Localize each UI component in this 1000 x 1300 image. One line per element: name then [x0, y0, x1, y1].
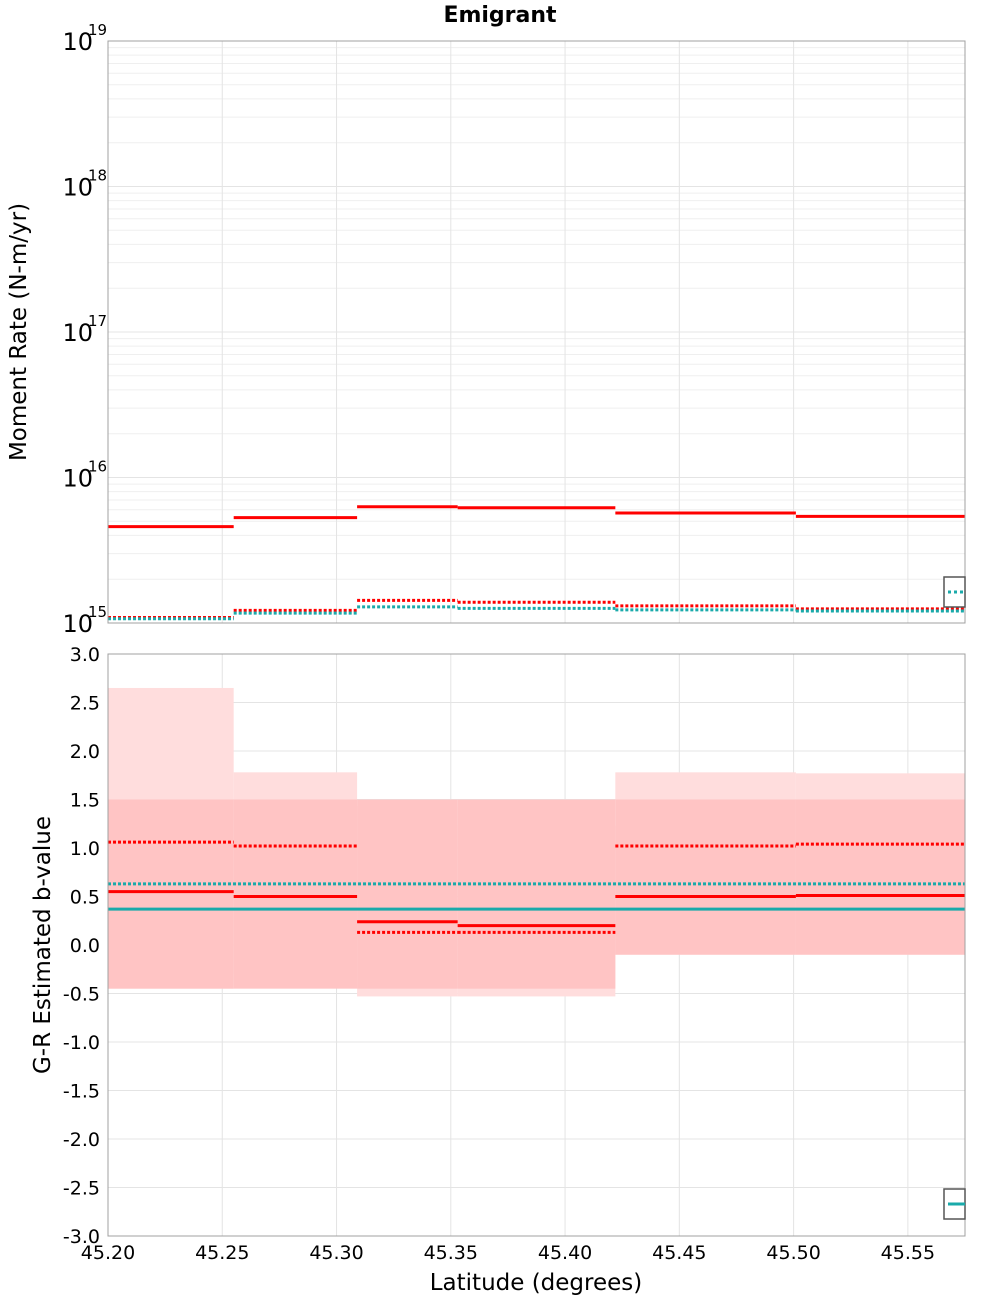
b-value-y-tick-label: 3.0	[70, 644, 100, 666]
b-value-y-tick-label: 2.5	[70, 693, 100, 715]
b-value-y-tick-label: 1.0	[70, 838, 100, 860]
moment-rate-y-tick-exponent: 19	[88, 21, 107, 39]
b-value-inner-band	[615, 800, 796, 955]
latitude-x-tick-label: 45.20	[81, 1242, 135, 1264]
b-value-y-ticks: 3.0 2.5 2.0 1.5 1.0 0.5 0.0 -0.5 -1.0 -1.5 -2.0 -2.…	[63, 644, 100, 1248]
b-value-inner-band	[234, 800, 357, 989]
latitude-x-tick-label: 45.50	[766, 1242, 820, 1264]
moment-rate-y-tick-exponent: 15	[88, 603, 107, 621]
latitude-x-tick-label: 45.30	[309, 1242, 363, 1264]
chart-title: Emigrant	[443, 3, 557, 28]
moment-rate-y-axis-label: Moment Rate (N-m/yr)	[6, 203, 32, 461]
b-value-y-tick-label: 0.0	[70, 935, 100, 957]
b-value-inner-band	[458, 800, 616, 989]
figure: Emigrant 10151016101710181019 Moment Rat…	[0, 0, 1000, 1300]
moment-rate-y-tick-exponent: 18	[88, 167, 107, 185]
b-value-y-tick-label: 0.5	[70, 887, 100, 909]
moment-rate-y-tick-exponent: 17	[88, 312, 107, 330]
moment-rate-series	[108, 507, 965, 619]
b-value-y-tick-label: -1.5	[63, 1081, 100, 1103]
latitude-x-tick-label: 45.55	[881, 1242, 935, 1264]
b-value-y-tick-label: 1.5	[70, 790, 100, 812]
b-value-y-tick-label: -0.5	[63, 984, 100, 1006]
latitude-x-tick-label: 45.40	[538, 1242, 592, 1264]
b-value-y-tick-label: -2.5	[63, 1178, 100, 1200]
b-value-panel: 3.0 2.5 2.0 1.5 1.0 0.5 0.0 -0.5 -1.0 -1.5 -2.0 -2.…	[30, 644, 965, 1296]
moment-rate-y-tick-exponent: 16	[88, 458, 107, 476]
b-value-y-axis-label: G-R Estimated b-value	[30, 816, 56, 1074]
b-value-bands	[108, 688, 965, 996]
latitude-x-tick-label: 45.25	[195, 1242, 249, 1264]
latitude-x-tick-label: 45.45	[652, 1242, 706, 1264]
latitude-x-ticks: 45.20 45.25 45.30 45.35 45.40 45.45 45.50 45.55	[81, 1242, 935, 1264]
latitude-x-tick-label: 45.35	[424, 1242, 478, 1264]
b-value-inner-band	[357, 800, 458, 989]
moment-rate-grid	[108, 41, 965, 623]
b-value-inner-band	[108, 800, 234, 989]
b-value-y-tick-label: -1.0	[63, 1032, 100, 1054]
b-value-inner-band	[796, 800, 965, 955]
b-value-y-tick-label: -2.0	[63, 1129, 100, 1151]
x-axis-label: Latitude (degrees)	[430, 1270, 643, 1296]
b-value-y-tick-label: 2.0	[70, 741, 100, 763]
